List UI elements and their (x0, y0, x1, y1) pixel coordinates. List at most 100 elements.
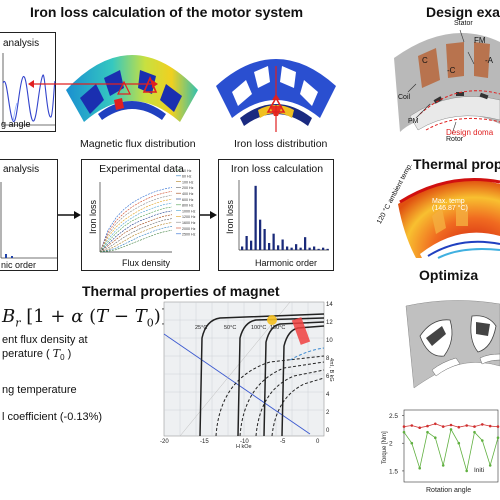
torque-point (441, 425, 445, 428)
harmonic-bar-chart (238, 180, 329, 251)
design-example-figure (394, 29, 500, 135)
legend-entry: 1200 Hz (182, 215, 196, 219)
torque-point (434, 422, 437, 426)
torque-point (457, 425, 461, 429)
harmonic-bar (295, 244, 298, 250)
design-example-title: Design exa (426, 4, 500, 20)
harmonic-bar (313, 246, 316, 250)
torque-point (488, 464, 492, 467)
harmonic-bar (268, 243, 271, 250)
legend-entry: 50 Hz (182, 169, 192, 173)
iron-loss-curve (99, 191, 173, 253)
harmonic-box-title: analysis (3, 164, 40, 175)
harmonic-bar (304, 237, 307, 250)
legend-entry: 800 Hz (182, 204, 194, 208)
iron-loss-curve (99, 194, 173, 253)
waveform-box-title: analysis (3, 38, 40, 49)
iron-loss-curve (99, 218, 173, 253)
legend-entry: 400 Hz (182, 192, 194, 196)
legend-entry: 200 Hz (182, 186, 194, 190)
legend-entry: 60 Hz (182, 175, 192, 179)
harmonic-bar (308, 247, 311, 250)
temperature-label: 25°C (195, 325, 207, 331)
x-tick-label: -15 (200, 439, 209, 445)
harmonic-bar (259, 219, 262, 250)
experimental-data-box: Experimental data Iron loss Flux density… (81, 159, 200, 271)
max-temp-line2: (146.87 °C) (432, 205, 468, 212)
optimized-rotor-figure (405, 300, 500, 389)
stator-label: Stator (454, 20, 473, 27)
harmonic-bar (317, 248, 320, 250)
c-label: C (422, 56, 428, 65)
harmonic-bar (254, 185, 257, 250)
thermal-distribution-figure (398, 178, 500, 259)
legend-entry: 100 Hz (182, 180, 194, 184)
torque-point (465, 424, 468, 427)
optimization-title: Optimiza (419, 267, 479, 283)
legend-entry: 1000 Hz (182, 209, 196, 213)
torque-point (410, 441, 414, 445)
harmonic-bar (281, 239, 284, 250)
x-tick-label: -5 (280, 439, 286, 445)
x-tick-label: -20 (160, 439, 169, 445)
magnet-text-line2-text: perature ( (2, 348, 50, 360)
pm-label: PM (408, 118, 419, 125)
torque-point (418, 426, 421, 429)
torque-tick-label: 2 (389, 441, 393, 448)
iron-loss-curve (99, 206, 173, 253)
torque-point (434, 436, 437, 439)
experimental-title: Experimental data (99, 163, 184, 175)
temperature-label: 50°C (224, 325, 236, 331)
minus-a-label: -A (485, 56, 493, 65)
harmonic-bar (290, 247, 293, 250)
legend-entry: 1600 Hz (182, 221, 196, 225)
t0-symbol: T (52, 347, 61, 360)
torque-tick-label: 2.5 (389, 413, 398, 420)
remanence-formula: Br [1 + α (T − T0)] (2, 306, 168, 330)
iron-loss-calc-xlabel: Harmonic order (255, 258, 318, 268)
rotor-label: Rotor (446, 136, 464, 143)
torque-xlabel: Rotation angle (426, 487, 471, 494)
right-tick-label: 8 (326, 356, 330, 362)
minus-c-label: -C (447, 66, 456, 75)
magnetic-flux-distribution (66, 55, 198, 122)
iron-loss-curve (99, 187, 173, 253)
torque-point (441, 464, 445, 467)
torque-ylabel: Torque [Nm] (382, 431, 388, 464)
torque-point (473, 425, 476, 428)
temperature-label: 100°C (251, 325, 266, 331)
harmonic-bar (245, 236, 248, 250)
harmonic-bar (286, 246, 289, 250)
design-domain-label: Design doma (446, 128, 494, 137)
right-tick-label: 0 (326, 428, 330, 434)
torque-point (449, 423, 453, 427)
torque-point (488, 424, 492, 428)
svg-text:4πI, B kG: 4πI, B kG (328, 358, 334, 382)
torque-point (465, 469, 468, 473)
iron-loss-curve (99, 210, 173, 253)
right-tick-label: 12 (326, 320, 333, 326)
loss-caption: Iron loss distribution (234, 138, 328, 150)
legend-entry: 2000 Hz (182, 227, 196, 231)
demagnetization-chart: 25°C 50°C 100°C 150°C -20 -15 -10 -5 0 14 12 1… (160, 301, 334, 450)
waveform-analysis-box: analysis g angle (0, 32, 56, 132)
harmonic-analysis-box: analysis nic order (0, 159, 58, 271)
right-tick-label: 6 (326, 374, 330, 380)
experimental-xlabel: Flux density (122, 258, 171, 268)
harmonic-bar (272, 233, 275, 250)
torque-point (481, 439, 484, 442)
flux-caption: Magnetic flux distribution (80, 138, 196, 150)
iron-loss-curve (99, 198, 173, 253)
iron-loss-curve (99, 226, 173, 253)
iron-loss-curve (99, 229, 173, 253)
svg-text:H kOe: H kOe (236, 444, 252, 450)
x-tick-label: -10 (240, 439, 249, 445)
x-tick-label: 0 (316, 439, 320, 445)
max-temp-label: Max. temp (146.87 °C) (432, 198, 468, 212)
magnet-text-line3: ng temperature (2, 384, 77, 396)
iron-loss-curve (99, 202, 173, 253)
connector-arrows (28, 66, 280, 219)
right-tick-label: 10 (326, 338, 333, 344)
iron-loss-calc-box: Iron loss calculation Iron loss Harmonic… (218, 159, 334, 271)
